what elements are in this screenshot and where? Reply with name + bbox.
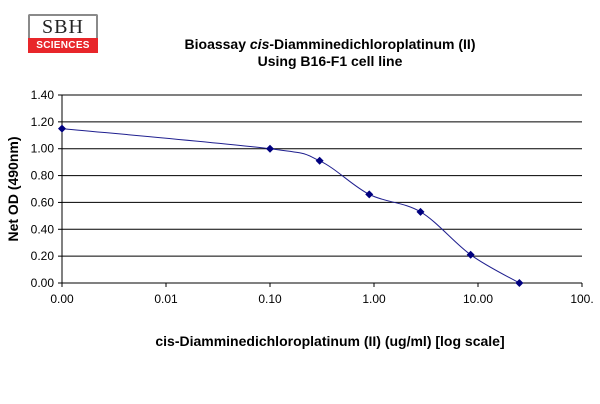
data-point-marker bbox=[365, 190, 374, 199]
x-tick-label: 0.01 bbox=[154, 292, 178, 306]
data-point-marker bbox=[315, 156, 324, 165]
gridlines bbox=[62, 94, 582, 257]
y-tick-label: 1.00 bbox=[31, 142, 55, 156]
y-tick-label: 0.60 bbox=[31, 195, 55, 209]
x-tick-label: 10.00 bbox=[463, 292, 493, 306]
x-tick-label: 0.10 bbox=[258, 292, 282, 306]
x-tick-labels: 0.00 0.01 0.10 1.00 10.00 100. bbox=[50, 292, 593, 306]
y-axis-label: Net OD (490nm) bbox=[5, 136, 21, 241]
x-tick-label: 0.00 bbox=[50, 292, 74, 306]
y-tick-label: 0.20 bbox=[31, 249, 55, 263]
chart-title-line2: Using B16-F1 cell line bbox=[257, 53, 403, 69]
data-markers bbox=[58, 124, 524, 287]
logo-bottom-text: SCIENCES bbox=[28, 38, 98, 53]
y-tick-label: 1.20 bbox=[31, 115, 55, 129]
y-tick-label: 0.80 bbox=[31, 169, 55, 183]
x-tick-label: 100. bbox=[570, 292, 593, 306]
data-point-marker bbox=[466, 250, 475, 259]
sbh-sciences-logo: SBH SCIENCES bbox=[28, 14, 98, 54]
y-tick-label: 0.40 bbox=[31, 222, 55, 236]
axes bbox=[58, 94, 583, 287]
data-point-marker bbox=[58, 124, 66, 133]
series-line bbox=[61, 128, 520, 284]
y-tick-labels: 0.00 0.20 0.40 0.60 0.80 1.00 1.20 1.40 bbox=[31, 88, 55, 290]
x-axis-label: cis-Diamminedichloroplatinum (II) (ug/ml… bbox=[155, 333, 504, 349]
y-tick-label: 0.00 bbox=[31, 276, 55, 290]
data-point-marker bbox=[266, 144, 274, 153]
chart-title-line1: Bioassay cis-Diamminedichloroplatinum (I… bbox=[184, 36, 476, 52]
data-point-marker bbox=[515, 279, 524, 287]
data-point-marker bbox=[416, 207, 425, 216]
y-tick-label: 1.40 bbox=[31, 88, 55, 102]
logo-top-text: SBH bbox=[28, 14, 98, 38]
chart-title: Bioassay cis-Diamminedichloroplatinum (I… bbox=[130, 36, 530, 70]
x-tick-label: 1.00 bbox=[362, 292, 386, 306]
